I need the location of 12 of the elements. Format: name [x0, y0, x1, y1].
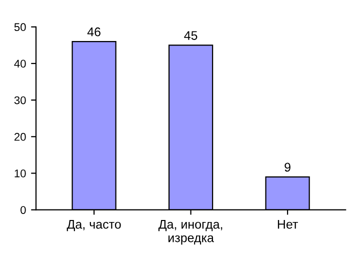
y-tick-label: 10 — [14, 170, 26, 178]
data-label: 46 — [87, 27, 100, 36]
x-tick-label: Да, иногда, изредка — [158, 220, 222, 245]
y-tick-label: 50 — [14, 23, 26, 32]
data-label: 9 — [284, 162, 290, 172]
y-tick-label: 30 — [14, 96, 26, 104]
x-tick-label: Нет — [278, 220, 298, 229]
y-tick-label: 20 — [14, 132, 26, 141]
y-tick-label: 40 — [14, 60, 26, 68]
data-label: 45 — [184, 31, 198, 40]
x-tick-label: Да, часто — [66, 220, 121, 232]
y-tick-label: 0 — [20, 206, 26, 214]
